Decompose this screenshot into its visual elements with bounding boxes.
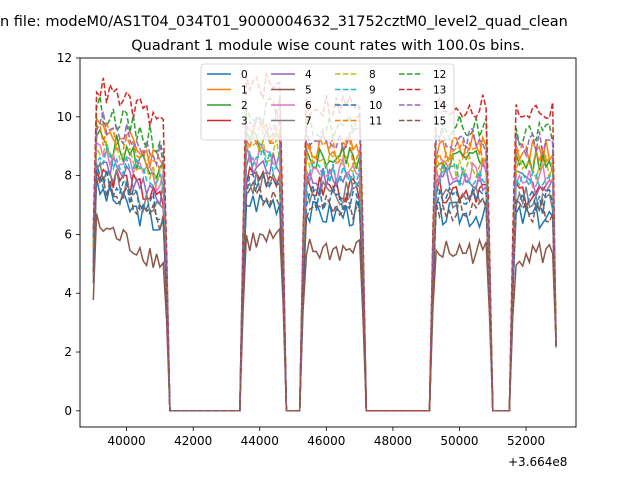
legend-label: 1 — [241, 85, 248, 97]
chart-title: Quadrant 1 module wise count rates with … — [131, 38, 525, 54]
series-line-14 — [92, 109, 557, 412]
x-offset-label: +3.664e8 — [508, 455, 567, 469]
x-axis: 40000 42000 44000 46000 48000 50000 52000 — [108, 427, 545, 448]
y-tick-label: 6 — [64, 227, 72, 241]
legend-label: 13 — [433, 85, 446, 97]
legend-label: 11 — [369, 116, 382, 128]
legend-label: 3 — [241, 116, 248, 128]
x-tick-label: 50000 — [440, 434, 478, 448]
x-tick-label: 44000 — [241, 434, 279, 448]
series-line-15 — [92, 173, 557, 412]
y-tick-label: 8 — [64, 169, 72, 183]
legend-label: 15 — [433, 116, 446, 128]
y-axis: 0 2 4 6 8 10 12 — [57, 51, 80, 418]
legend-label: 6 — [305, 100, 312, 112]
x-tick-label: 52000 — [507, 434, 545, 448]
legend-label: 5 — [305, 85, 312, 97]
plot-frame — [79, 57, 577, 428]
legend-label: 7 — [305, 116, 312, 128]
legend-label: 0 — [241, 69, 248, 81]
series-line-12 — [92, 96, 557, 412]
legend-label: 9 — [369, 85, 376, 97]
y-tick-label: 2 — [64, 345, 72, 359]
legend-label: 4 — [305, 69, 312, 81]
legend-label: 12 — [433, 69, 446, 81]
y-tick-label: 12 — [57, 51, 72, 65]
legend-box — [200, 63, 455, 141]
x-tick-label: 48000 — [374, 434, 412, 448]
x-tick-label: 42000 — [174, 434, 212, 448]
y-tick-label: 10 — [57, 110, 72, 124]
series-layer — [92, 71, 557, 412]
legend-label: 8 — [369, 69, 376, 81]
legend-label: 10 — [369, 100, 382, 112]
y-tick-label: 4 — [64, 286, 72, 300]
x-tick-label: 46000 — [307, 434, 345, 448]
legend-label: 14 — [433, 100, 447, 112]
y-tick-label: 0 — [64, 404, 72, 418]
x-tick-label: 40000 — [108, 434, 146, 448]
legend-label: 2 — [241, 100, 248, 112]
figure-suptitle: n file: modeM0/AS1T04_034T01_9000004632_… — [0, 14, 568, 30]
